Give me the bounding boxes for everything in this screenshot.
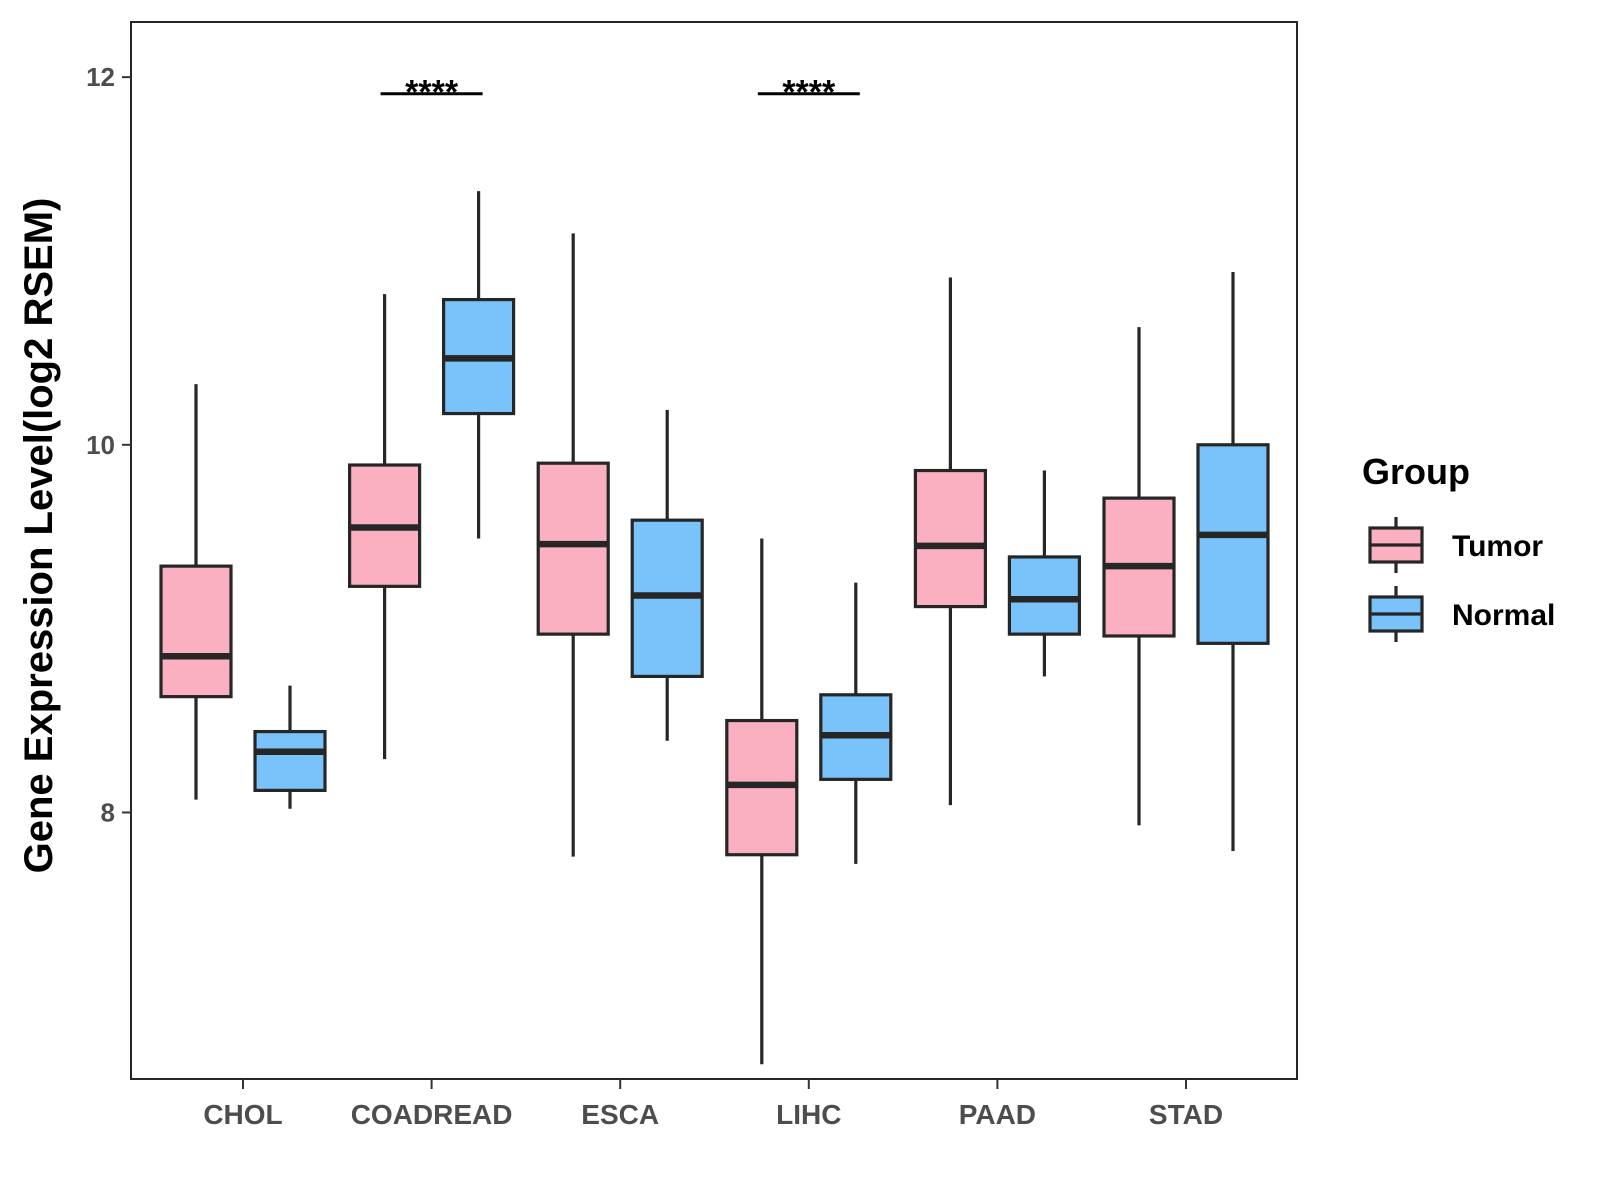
- x-tick-label-lihc: LIHC: [776, 1099, 841, 1130]
- legend: Group Tumor Normal: [1362, 451, 1555, 642]
- box-tumor-lihc: [725, 538, 799, 1065]
- box-body: [1196, 443, 1270, 645]
- box-body: [536, 461, 610, 636]
- significance-label: ****: [405, 74, 459, 112]
- plot-area: **** ****: [159, 74, 1270, 1065]
- box-normal-esca: [630, 409, 704, 741]
- legend-entry-tumor: Tumor: [1368, 517, 1543, 573]
- box-tumor-stad: [1102, 327, 1176, 826]
- axes: 8 10 12 CHOL COADREAD ESCA LIHC PAAD STAD Gene Ex…: [17, 21, 1298, 1130]
- box-body: [253, 729, 327, 792]
- box-tumor-paad: [913, 277, 988, 806]
- x-tick-label-coadread: COADREAD: [351, 1099, 513, 1130]
- legend-title: Group: [1362, 451, 1470, 492]
- box-normal-lihc: [819, 582, 893, 864]
- x-tick-label-chol: CHOL: [203, 1099, 282, 1130]
- box-normal-chol: [253, 685, 327, 809]
- y-tick-label: 12: [86, 62, 115, 92]
- panel-border: [130, 21, 1298, 1080]
- box-tumor-coadread: [348, 294, 422, 760]
- box-body: [913, 468, 988, 609]
- legend-label: Tumor: [1452, 530, 1543, 563]
- x-tick-label-stad: STAD: [1149, 1099, 1223, 1130]
- box-normal-stad: [1196, 272, 1270, 852]
- y-tick-label: 10: [86, 430, 115, 460]
- legend-entry-normal: Normal: [1368, 586, 1555, 642]
- x-tick-label-paad: PAAD: [959, 1099, 1036, 1130]
- x-tick-label-esca: ESCA: [581, 1099, 659, 1130]
- box-normal-coadread: [442, 191, 516, 539]
- box-body: [1007, 555, 1082, 636]
- box-tumor-chol: [159, 384, 233, 800]
- box-normal-paad: [1007, 470, 1082, 677]
- box-body: [159, 564, 233, 699]
- y-tick-label: 8: [101, 797, 115, 827]
- legend-label: Normal: [1452, 599, 1555, 632]
- box-tumor-esca: [536, 233, 610, 857]
- y-axis-title: Gene Expression Level(log2 RSEM): [17, 198, 61, 874]
- significance-label: ****: [782, 74, 836, 112]
